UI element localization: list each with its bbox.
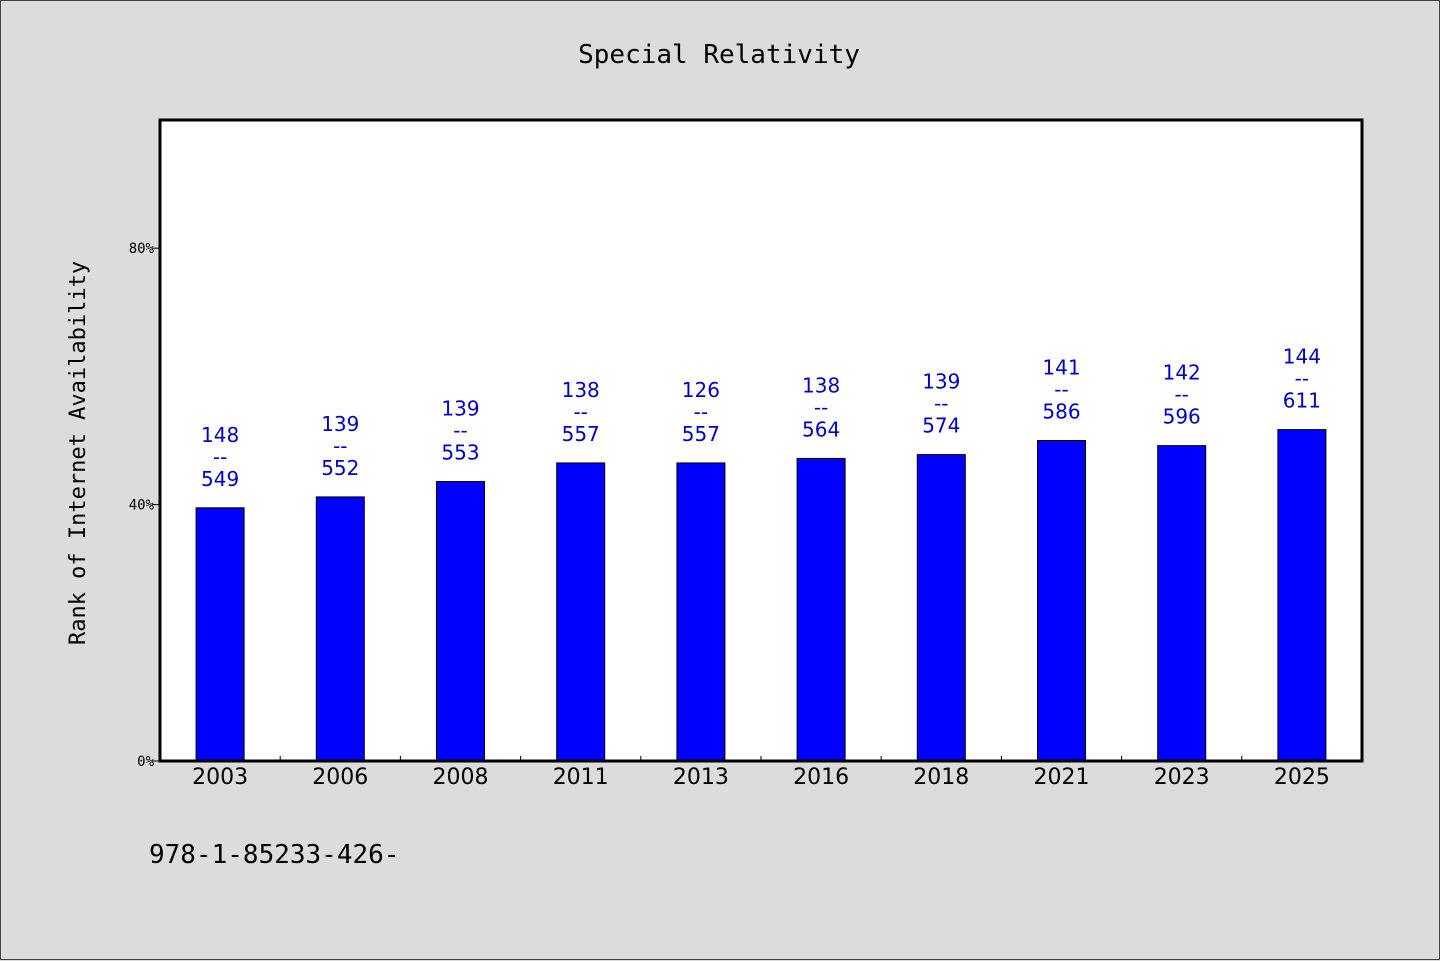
data-label-2008-line2: --: [453, 419, 467, 443]
x-tick-label-2018: 2018: [913, 765, 969, 790]
x-tick-label-2008: 2008: [433, 765, 489, 790]
bar-2006: [315, 496, 365, 762]
data-label-2021-line2: --: [1054, 378, 1068, 402]
x-tick-label-2021: 2021: [1034, 765, 1090, 790]
bar-2016: [796, 457, 846, 762]
data-label-2011-line2: --: [573, 400, 587, 424]
data-label-2018-line3: 574: [922, 414, 960, 438]
data-label-2006-line3: 552: [321, 456, 359, 480]
data-label-2013-line2: --: [694, 400, 708, 424]
data-label-2016-line3: 564: [802, 417, 840, 441]
y-tick-label-0: 0%: [137, 754, 154, 770]
data-label-2025-line3: 611: [1283, 389, 1321, 413]
bar-2018: [916, 454, 966, 762]
data-label-2006-line1: 139: [321, 412, 359, 436]
footer-code: 978-1-85233-426-: [149, 840, 399, 870]
data-label-2003-line2: --: [213, 445, 227, 469]
data-label-2016-line1: 138: [802, 373, 840, 397]
bars-layer: [195, 429, 1327, 762]
y-axis-label: Rank of Internet Availability: [66, 261, 91, 645]
x-tick-label-2003: 2003: [192, 765, 248, 790]
data-label-2023-line2: --: [1174, 383, 1188, 407]
y-tick-label-40: 40%: [129, 498, 155, 514]
data-label-2006-line2: --: [333, 434, 347, 458]
data-label-2021-line1: 141: [1042, 356, 1080, 380]
bar-2008: [436, 481, 485, 762]
data-label-2025-line1: 144: [1283, 345, 1321, 369]
data-label-2008-line3: 553: [441, 441, 479, 465]
data-label-2011-line3: 557: [562, 422, 600, 446]
bar-2023: [1157, 445, 1207, 762]
data-label-2018-line1: 139: [922, 370, 960, 394]
data-label-2013-line3: 557: [682, 422, 720, 446]
bar-2025: [1277, 429, 1327, 762]
data-label-2021-line3: 586: [1042, 400, 1080, 424]
data-label-2023-line3: 596: [1163, 405, 1201, 429]
bar-2013: [676, 462, 726, 762]
bar-2021: [1037, 440, 1086, 762]
x-tick-label-2016: 2016: [793, 765, 849, 790]
data-label-2023-line1: 142: [1163, 361, 1201, 385]
bar-2003: [195, 507, 245, 762]
data-label-2003-line1: 148: [201, 423, 239, 447]
x-tick-label-2013: 2013: [673, 765, 729, 790]
axes-layer: 2003 2006 2008 2011 2013 2016 2018 2021 2023 2025…: [129, 241, 1330, 790]
bar-2011: [556, 462, 606, 762]
chart-title: Special Relativity: [578, 40, 860, 70]
y-tick-label-80: 80%: [129, 241, 155, 257]
data-labels-layer: 148--549139--552139--553138--557126--557…: [201, 345, 1321, 491]
data-label-2013-line1: 126: [682, 378, 720, 402]
data-label-2018-line2: --: [934, 392, 948, 416]
data-label-2003-line3: 549: [201, 467, 239, 491]
x-tick-label-2023: 2023: [1154, 765, 1210, 790]
x-tick-label-2025: 2025: [1274, 765, 1330, 790]
x-tick-label-2011: 2011: [553, 765, 609, 790]
data-label-2011-line1: 138: [562, 378, 600, 402]
data-label-2016-line2: --: [814, 395, 828, 419]
data-label-2025-line2: --: [1295, 367, 1309, 391]
x-tick-label-2006: 2006: [312, 765, 368, 790]
data-label-2008-line1: 139: [441, 397, 479, 421]
